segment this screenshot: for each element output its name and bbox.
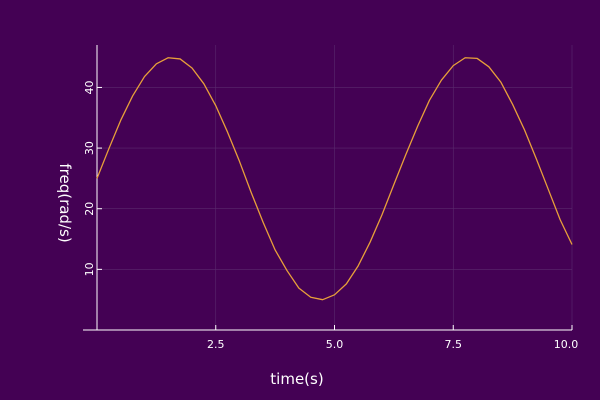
- y-tick-label: 30: [83, 141, 96, 155]
- series-line: [96, 57, 573, 301]
- x-tick-label: 7.5: [445, 338, 463, 351]
- x-tick-label: 10.0: [554, 338, 579, 351]
- y-axis-label: freq(rad/s): [56, 163, 74, 242]
- y-tick-label: 10: [83, 262, 96, 276]
- grid: [97, 45, 573, 330]
- x-axis-label: time(s): [270, 370, 323, 388]
- x-tick-label: 5.0: [326, 338, 344, 351]
- tick-labels: 2.5 5.0 7.5 10.0 10 20 30 40: [83, 80, 578, 351]
- axes: [83, 45, 573, 331]
- x-tick-label: 2.5: [207, 338, 225, 351]
- series-layer: [96, 57, 573, 301]
- y-tick-label: 40: [83, 80, 96, 94]
- y-tick-label: 20: [83, 202, 96, 216]
